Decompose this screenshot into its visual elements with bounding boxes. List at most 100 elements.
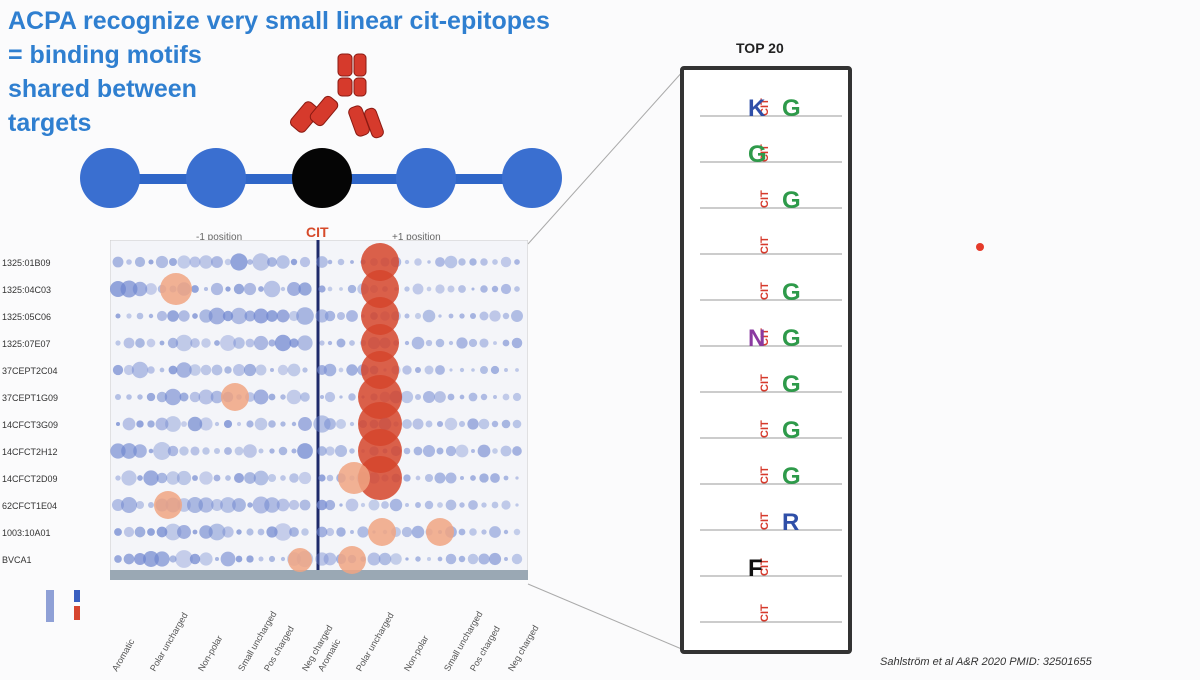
bubble xyxy=(220,335,236,351)
bubble xyxy=(223,419,233,429)
bubble xyxy=(491,501,499,509)
bubble xyxy=(426,556,432,562)
bubble xyxy=(233,472,245,484)
row-label: 1325:04C03 xyxy=(2,285,52,295)
bubble xyxy=(253,308,269,324)
bubble xyxy=(111,498,125,512)
bubble xyxy=(336,311,346,321)
logo-cit: CIT xyxy=(759,98,771,116)
bubble xyxy=(114,555,122,563)
bubble xyxy=(434,391,446,403)
bubble xyxy=(269,367,275,373)
bubble xyxy=(168,365,178,375)
bubble xyxy=(403,447,411,455)
bubble xyxy=(164,523,182,541)
bubble xyxy=(511,553,523,565)
bubble xyxy=(244,472,256,484)
title-line: ACPA recognize very small linear cit-epi… xyxy=(8,7,550,35)
bubble xyxy=(415,367,421,373)
bubble xyxy=(514,286,520,292)
bubble xyxy=(491,285,499,293)
bubble xyxy=(491,420,499,428)
bubble xyxy=(264,497,280,513)
bubble xyxy=(319,340,325,346)
bubble xyxy=(266,526,278,538)
bubble xyxy=(123,553,135,565)
bubble xyxy=(500,283,512,295)
bubble xyxy=(291,448,297,454)
logo-row: CIT G xyxy=(698,132,844,168)
bubble xyxy=(327,340,333,346)
bubble xyxy=(447,285,455,293)
bubble xyxy=(179,392,189,402)
bubble xyxy=(115,340,121,346)
bubble xyxy=(234,446,244,456)
bubble xyxy=(458,285,466,293)
bubble xyxy=(280,475,286,481)
bubble xyxy=(297,335,313,351)
row-label: 14CFCT2H12 xyxy=(2,447,58,457)
logo-row: CIT xyxy=(698,224,844,260)
bubble xyxy=(478,553,490,565)
bubble xyxy=(167,310,179,322)
bubble xyxy=(222,310,234,322)
bubble xyxy=(252,496,270,514)
bubble xyxy=(350,260,354,264)
title-line: targets xyxy=(8,109,92,137)
bubble xyxy=(147,420,155,428)
logo-cit: CIT xyxy=(759,604,771,622)
bubble xyxy=(504,368,508,372)
bubble xyxy=(136,420,144,428)
bubble xyxy=(368,499,380,511)
bubble xyxy=(199,471,213,485)
bubble xyxy=(480,366,488,374)
logo-cit: CIT xyxy=(759,236,771,254)
logo-row: CIT K G xyxy=(698,86,844,122)
bubble xyxy=(255,364,267,376)
bubble xyxy=(448,313,454,319)
category-bar xyxy=(110,570,528,580)
bubble xyxy=(411,336,425,350)
bubble xyxy=(112,256,124,268)
bubble xyxy=(456,337,468,349)
bubble xyxy=(179,446,189,456)
bubble xyxy=(319,394,325,400)
bubble xyxy=(471,368,475,372)
bubble xyxy=(175,334,193,352)
bubble xyxy=(280,394,286,400)
bubble xyxy=(481,529,487,535)
bubble xyxy=(254,417,268,431)
bubble xyxy=(115,475,121,481)
bubble xyxy=(290,258,298,266)
bubble xyxy=(147,528,155,536)
pointer-dot xyxy=(976,243,984,251)
bubble xyxy=(327,259,333,265)
bubble xyxy=(513,528,521,536)
bubble xyxy=(133,444,147,458)
bubble xyxy=(297,443,313,459)
bubble xyxy=(243,282,257,296)
bubble xyxy=(213,474,221,482)
bubble xyxy=(243,363,257,377)
row-label: 14CFCT2D09 xyxy=(2,474,58,484)
bubble xyxy=(287,363,301,377)
bubble xyxy=(115,421,121,427)
bubble xyxy=(230,253,248,271)
bubble xyxy=(276,498,290,512)
logo-cit: CIT xyxy=(759,420,771,438)
bubble xyxy=(176,470,192,486)
bubble xyxy=(480,393,488,401)
bubble xyxy=(220,551,236,567)
bubble xyxy=(146,338,156,348)
bubble xyxy=(286,389,302,405)
bubble xyxy=(135,338,145,348)
residue-bead xyxy=(80,148,140,208)
bubble xyxy=(268,555,276,563)
bubble xyxy=(300,392,310,402)
bubble xyxy=(316,526,328,538)
bubble xyxy=(469,528,477,536)
bubble xyxy=(210,282,224,296)
bubble xyxy=(426,286,432,292)
bubble xyxy=(444,255,458,269)
bubble xyxy=(445,553,457,565)
